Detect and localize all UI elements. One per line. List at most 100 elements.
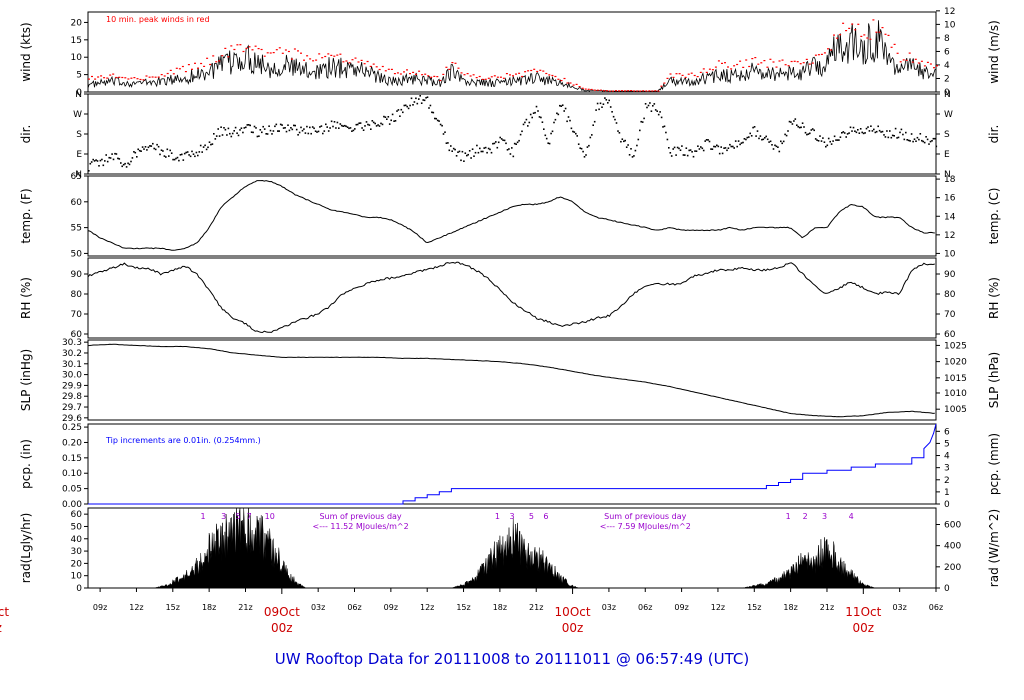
dir-point xyxy=(582,150,584,153)
peak-wind-mark xyxy=(278,47,281,49)
peak-wind-mark xyxy=(357,61,360,63)
dir-point xyxy=(304,132,307,134)
panel-slp: 29.629.729.829.930.030.130.230.3 1005 1010… xyxy=(19,338,1001,424)
peak-wind-mark xyxy=(851,23,854,25)
peak-wind-mark xyxy=(496,76,499,78)
dir-point xyxy=(652,105,654,107)
dir-point xyxy=(713,145,715,148)
left-tick-label-pcp: 0.05 xyxy=(62,485,82,495)
dir-point xyxy=(659,111,661,113)
dir-point xyxy=(137,148,139,151)
rad-marker: 1 xyxy=(786,512,791,521)
rad-marker: 3 xyxy=(822,512,827,521)
dir-point xyxy=(464,152,467,154)
peak-wind-mark xyxy=(833,34,835,36)
peak-wind-mark xyxy=(348,62,351,64)
left-tick-label-rad: 10 xyxy=(71,572,83,582)
dir-point xyxy=(579,147,581,149)
dir-point xyxy=(281,124,283,126)
peak-wind-mark xyxy=(739,60,742,62)
dir-point xyxy=(653,103,656,105)
dir-point xyxy=(356,123,359,126)
dir-point xyxy=(788,120,791,123)
peak-wind-mark xyxy=(97,76,100,78)
peak-wind-mark xyxy=(860,35,863,37)
right-tick-label-wind: 10 xyxy=(944,20,956,30)
peak-wind-mark xyxy=(109,74,112,76)
dir-point xyxy=(656,110,658,112)
dir-point xyxy=(528,121,531,124)
peak-wind-mark xyxy=(563,77,566,80)
left-tick-label-dir: S xyxy=(76,130,82,140)
dir-point xyxy=(931,140,933,142)
dir-point xyxy=(332,125,334,128)
peak-wind-mark xyxy=(569,82,572,84)
peak-wind-mark xyxy=(624,90,627,92)
ylabel-left-rh: RH (%) xyxy=(19,277,33,319)
dir-point xyxy=(519,133,522,136)
time-tick-label: 09z xyxy=(384,603,398,612)
dir-point xyxy=(133,151,135,153)
right-tick-label-dir: S xyxy=(944,130,950,140)
right-tick-label-temp: 10 xyxy=(944,249,956,259)
rad-marker: 3 xyxy=(221,512,226,521)
dir-point xyxy=(194,155,196,158)
dir-point xyxy=(240,127,243,129)
dir-point xyxy=(752,126,754,129)
peak-wind-mark xyxy=(554,75,557,78)
peak-wind-mark xyxy=(91,75,93,78)
dir-point xyxy=(490,151,493,154)
dir-point xyxy=(147,146,150,149)
dir-point xyxy=(721,152,724,155)
dir-point xyxy=(436,119,439,122)
dir-point xyxy=(714,145,717,148)
dir-point xyxy=(90,161,93,163)
dir-point xyxy=(105,154,107,156)
ylabel-left-rad: rad(Lgly/hr) xyxy=(19,513,33,584)
peak-wind-mark xyxy=(481,78,484,80)
dir-point xyxy=(224,128,227,131)
peak-wind-mark xyxy=(699,71,702,73)
dir-point xyxy=(688,149,690,152)
rad-series-area xyxy=(88,507,936,589)
peak-wind-mark xyxy=(209,63,212,66)
peak-wind-mark xyxy=(445,66,448,68)
dir-point xyxy=(729,143,731,146)
time-tick-label: 03z xyxy=(892,603,906,612)
left-tick-label-slp: 29.8 xyxy=(62,392,82,402)
dir-point xyxy=(592,124,594,126)
dir-point xyxy=(756,130,759,132)
dir-point xyxy=(505,142,507,145)
dir-point xyxy=(650,110,653,112)
dir-point xyxy=(396,110,398,112)
dir-point xyxy=(258,135,260,137)
dir-point xyxy=(575,132,577,135)
dir-point xyxy=(596,102,599,105)
peak-wind-mark xyxy=(442,73,445,75)
dir-point xyxy=(239,129,241,131)
dir-point xyxy=(124,162,126,165)
dir-point xyxy=(339,123,342,125)
dir-point xyxy=(852,126,855,129)
dir-point xyxy=(210,143,212,146)
right-tick-label-rh: 80 xyxy=(944,290,956,300)
time-tick-label: 15z xyxy=(747,603,761,612)
day-label-hour: 00z xyxy=(562,621,584,635)
temp-series-line xyxy=(87,179,935,251)
peak-wind-mark xyxy=(714,66,717,68)
dir-point xyxy=(785,134,788,137)
dir-point xyxy=(669,152,672,154)
peak-wind-mark xyxy=(766,66,769,68)
time-tick-label: 15z xyxy=(166,603,180,612)
dir-point xyxy=(226,134,228,136)
peak-wind-mark xyxy=(608,90,611,92)
peak-wind-mark xyxy=(330,54,333,56)
peak-wind-mark xyxy=(830,49,832,51)
peak-wind-mark xyxy=(169,69,172,71)
dir-point xyxy=(253,125,256,128)
peak-wind-mark xyxy=(917,62,920,64)
dir-point xyxy=(322,132,324,135)
time-tick-label: 18z xyxy=(493,603,507,612)
peak-wind-mark xyxy=(433,75,436,77)
dir-point xyxy=(476,144,478,147)
